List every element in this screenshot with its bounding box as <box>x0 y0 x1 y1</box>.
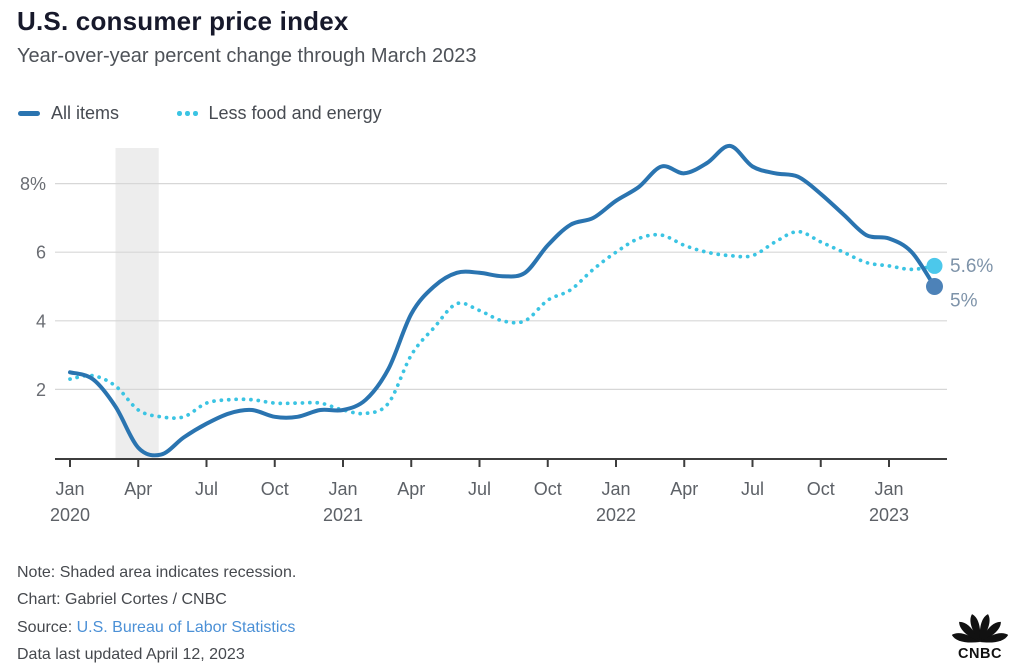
chart-note: Note: Shaded area indicates recession. <box>17 564 297 581</box>
all-items-line-swatch <box>18 111 40 116</box>
x-axis-month-label: Jul <box>741 479 764 499</box>
x-axis-month-label: Jan <box>328 479 357 499</box>
x-axis-month-label: Oct <box>807 479 835 499</box>
y-axis-label: 2 <box>36 380 46 400</box>
end-value-label: 5% <box>950 291 978 312</box>
source-label: Source: <box>17 618 73 636</box>
recession-band <box>115 148 159 458</box>
legend-label-less-food-energy: Less food and energy <box>208 103 382 123</box>
legend-label-all-items: All items <box>51 103 120 123</box>
end-value-label: 5.6% <box>950 256 993 277</box>
legend: All items Less food and energy <box>18 103 382 124</box>
cnbc-logo: CNBC <box>951 614 1009 662</box>
x-axis-month-label: Jan <box>601 479 630 499</box>
x-axis-month-label: Oct <box>534 479 562 499</box>
y-axis-label: 8% <box>20 174 46 194</box>
x-axis-month-label: Apr <box>670 479 698 499</box>
source-link[interactable]: U.S. Bureau of Labor Statistics <box>76 618 296 636</box>
chart-credit: Chart: Gabriel Cortes / CNBC <box>17 591 227 609</box>
x-axis-year-label: 2020 <box>50 505 90 525</box>
legend-item-all-items: All items <box>18 103 119 124</box>
chart-source-line: Source: U.S. Bureau of Labor Statistics <box>17 614 296 641</box>
x-axis-month-label: Jul <box>468 479 491 499</box>
page-title: U.S. consumer price index <box>17 6 349 36</box>
chart-footer: Note: Shaded area indicates recession. C… <box>17 559 296 669</box>
x-axis-month-label: Jan <box>55 479 84 499</box>
x-axis-month-label: Apr <box>124 479 152 499</box>
end-dot-less-food-and-energy <box>926 257 943 274</box>
y-axis-label: 6 <box>36 243 46 263</box>
chart-subtitle: Year-over-year percent change through Ma… <box>17 45 477 67</box>
cpi-line-chart: 2 4 6 8% Jan 2020 Apr Jul Oct Jan 2021 Apr Jul Oct Jan… <box>0 140 1024 540</box>
y-axis-label: 4 <box>36 311 46 331</box>
cnbc-wordmark: CNBC <box>958 646 1002 662</box>
x-axis-year-label: 2023 <box>869 505 909 525</box>
less-food-energy-line-swatch <box>177 111 198 116</box>
x-axis-year-label: 2021 <box>323 505 363 525</box>
all-items-line <box>68 143 937 458</box>
chart-updated: Data last updated April 12, 2023 <box>17 646 245 664</box>
cnbc-peacock-icon <box>951 614 1009 643</box>
x-axis-month-label: Jan <box>874 479 903 499</box>
x-axis-month-label: Jul <box>195 479 218 499</box>
end-dot-all-items <box>926 278 943 295</box>
x-axis-month-label: Apr <box>397 479 425 499</box>
x-axis-month-label: Oct <box>261 479 289 499</box>
legend-item-less-food-energy: Less food and energy <box>177 103 382 124</box>
less-food-energy-line <box>68 229 937 420</box>
x-axis-year-label: 2022 <box>596 505 636 525</box>
